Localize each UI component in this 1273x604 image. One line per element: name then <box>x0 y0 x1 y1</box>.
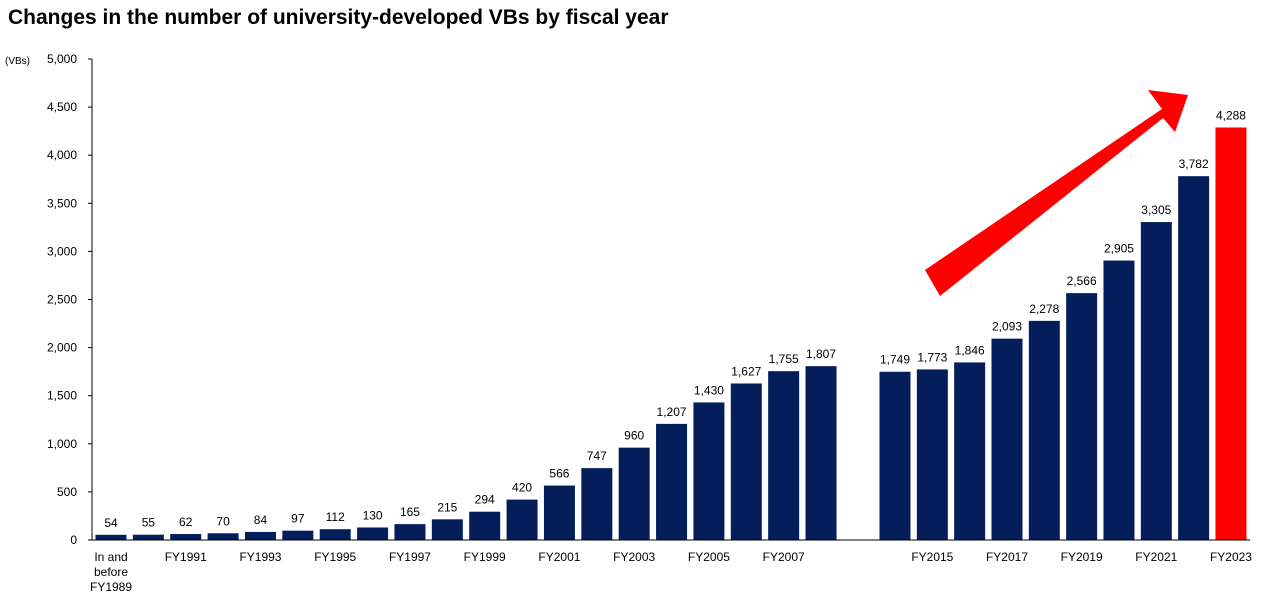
annotation <box>925 90 1188 296</box>
y-tick-label: 5,000 <box>47 52 77 66</box>
bar-value-label: 62 <box>179 515 193 529</box>
bar-fy1991 <box>170 534 202 540</box>
bar-value-label: 960 <box>624 429 644 443</box>
value-labels: 54 55 62 70 84 97 112 130 165 215 294 420 566 747 960 1… <box>104 108 1246 529</box>
x-tick-label: FY2021 <box>1135 550 1177 564</box>
bar-value-label: 1,755 <box>769 352 799 366</box>
x-tick-label: FY1991 <box>165 550 207 564</box>
bar-value-label: 165 <box>400 505 420 519</box>
bar-fy1999 <box>469 511 501 540</box>
bar-fy2021 <box>1140 222 1172 540</box>
bar-fy2016 <box>954 362 986 540</box>
x-tick-label: FY2007 <box>763 550 805 564</box>
x-tick-label: FY2015 <box>911 550 953 564</box>
bar-value-label: 1,807 <box>806 347 836 361</box>
bar-fy2019 <box>1066 293 1098 540</box>
bar-value-label: 55 <box>142 516 156 530</box>
bar-fy2004 <box>656 423 688 540</box>
bar-fy2014 <box>879 371 911 540</box>
bar-fy2008 <box>805 366 837 540</box>
x-tick-label: FY1999 <box>464 550 506 564</box>
bar-value-label: 2,278 <box>1029 302 1059 316</box>
chart-title: Changes in the number of university-deve… <box>8 6 669 29</box>
x-tick-label: FY2017 <box>986 550 1028 564</box>
bar-value-label: 420 <box>512 481 532 495</box>
bar-value-label: 2,566 <box>1067 274 1097 288</box>
x-tick-label: FY2019 <box>1061 550 1103 564</box>
x-tick-label: FY1993 <box>239 550 281 564</box>
y-axis: 0 500 1,000 1,500 2,000 2,500 3,000 3,500 4,000 4… <box>5 52 93 547</box>
bar-fy2000 <box>506 499 538 540</box>
bar-value-label: 54 <box>104 516 118 530</box>
bar-value-label: 294 <box>475 493 495 507</box>
bar-value-label: 1,773 <box>917 350 947 364</box>
bar-fy2006 <box>730 383 762 540</box>
y-tick-label: 2,000 <box>47 341 77 355</box>
bars <box>92 127 1250 541</box>
bar-value-label: 130 <box>363 508 383 522</box>
y-tick-label: 4,000 <box>47 148 77 162</box>
bar-value-label: 1,846 <box>955 343 985 357</box>
bar-fy2003 <box>618 447 650 540</box>
bar-fy1998 <box>431 519 463 540</box>
bar-value-label: 2,905 <box>1104 242 1134 256</box>
x-tick-label: FY1997 <box>389 550 431 564</box>
bar-fy1997 <box>394 524 426 540</box>
x-axis-labels: In and before FY1989 FY1991 FY1993 FY1995 FY19… <box>90 550 1252 594</box>
bar-value-label: 4,288 <box>1216 108 1246 122</box>
bar-value-label: 84 <box>254 513 268 527</box>
bar-fy2018 <box>1028 320 1060 540</box>
bar-value-label: 2,093 <box>992 320 1022 334</box>
y-tick-label: 0 <box>70 533 77 547</box>
bar-fy1993 <box>244 531 276 540</box>
bar-value-label: 3,305 <box>1141 203 1171 217</box>
bar-fy2001 <box>543 485 575 540</box>
bar-fy2023 <box>1215 127 1247 541</box>
y-tick-label: 3,500 <box>47 196 77 210</box>
bar-value-label: 1,207 <box>657 405 687 419</box>
bar-in-and-before-fy1989 <box>95 534 127 540</box>
bar-value-label: 747 <box>587 449 607 463</box>
x-tick-label: FY2003 <box>613 550 655 564</box>
y-tick-label: 1,000 <box>47 437 77 451</box>
bar-value-label: 215 <box>437 500 457 514</box>
bar-value-label: 1,627 <box>731 364 761 378</box>
y-tick-label: 3,000 <box>47 244 77 258</box>
bar-fy2015 <box>916 369 948 540</box>
bar-fy2002 <box>581 468 613 540</box>
trend-arrow-icon <box>925 90 1188 296</box>
bar-value-label: 1,430 <box>694 383 724 397</box>
bar-fy1994 <box>282 530 314 540</box>
bar-fy1992 <box>207 533 239 540</box>
bar-value-label: 1,749 <box>880 353 910 367</box>
x-tick-label: FY2023 <box>1210 550 1252 564</box>
bar-fy1995 <box>319 529 351 540</box>
bar-value-label: 566 <box>549 467 569 481</box>
bar-value-label: 97 <box>291 512 305 526</box>
bar-fy2017 <box>991 338 1023 540</box>
y-tick-label: 500 <box>57 485 77 499</box>
x-tick-label: FY1995 <box>314 550 356 564</box>
y-tick-label: 4,500 <box>47 100 77 114</box>
bar-fy2022 <box>1178 176 1210 540</box>
x-tick-label: In and before FY1989 <box>90 550 132 594</box>
bar-fy2005 <box>693 402 725 540</box>
bar-value-label: 112 <box>326 510 345 524</box>
bar-fy1996 <box>357 527 389 540</box>
bar-fy2020 <box>1103 260 1135 540</box>
bar-fy1990 <box>132 534 164 540</box>
x-tick-label: FY2001 <box>538 550 580 564</box>
x-tick-label: FY2005 <box>688 550 730 564</box>
bar-fy2007 <box>768 371 800 540</box>
bar-value-label: 3,782 <box>1179 157 1209 171</box>
y-axis-title: (VBs) <box>5 56 30 67</box>
bar-value-label: 70 <box>216 514 230 528</box>
y-tick-label: 1,500 <box>47 389 77 403</box>
y-tick-label: 2,500 <box>47 293 77 307</box>
